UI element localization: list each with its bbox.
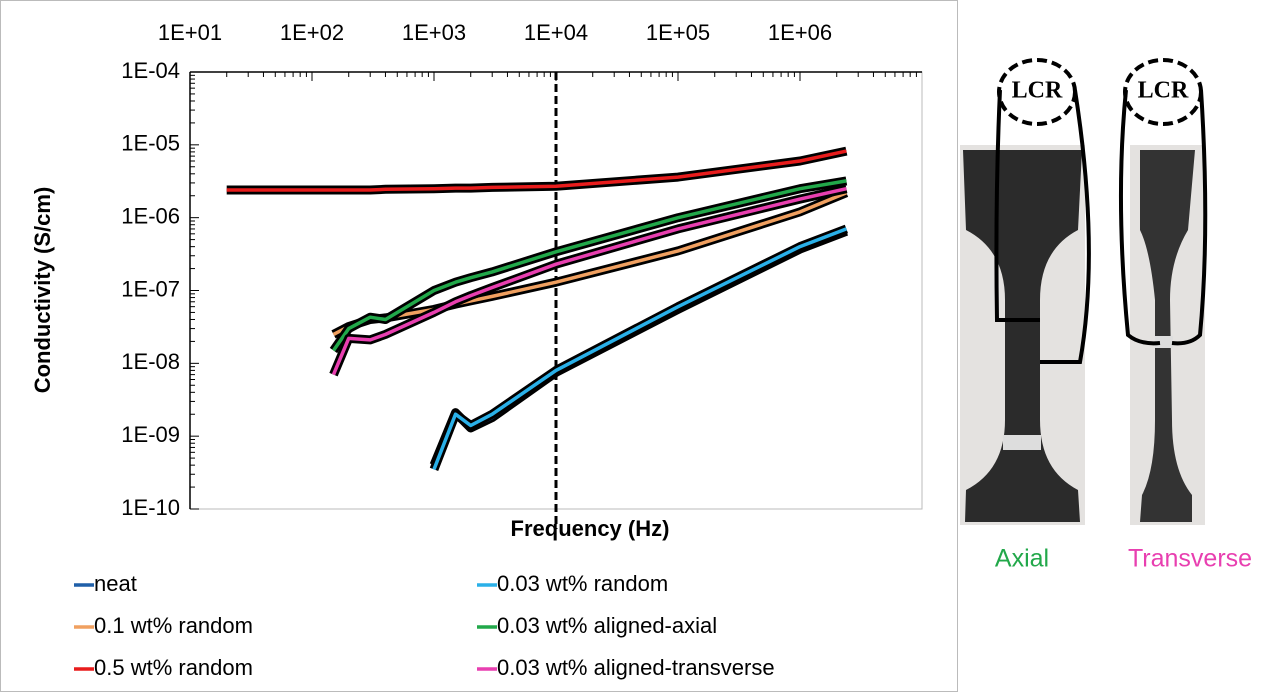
error-band <box>226 146 848 195</box>
x-tick-label: 1E+02 <box>280 20 344 45</box>
legend-label: 0.1 wt% random <box>94 613 253 638</box>
legend-label: 0.03 wt% aligned-transverse <box>497 655 775 680</box>
legend-label: 0.5 wt% random <box>94 655 253 680</box>
series-line <box>432 227 848 471</box>
x-tick-label: 1E+03 <box>402 20 466 45</box>
caption: Axial <box>995 545 1049 573</box>
wire <box>1118 89 1208 346</box>
y-axis-title: Conductivity (S/cm) <box>30 187 55 394</box>
y-tick-label: 1E-04 <box>121 58 180 83</box>
series-line <box>332 179 847 352</box>
chart-frame <box>0 0 958 692</box>
legend-label: 0.03 wt% aligned-axial <box>497 613 717 638</box>
y-tick-label: 1E-09 <box>121 422 180 447</box>
series-line <box>331 186 847 376</box>
tape <box>1003 435 1041 450</box>
caption: Transverse <box>1128 545 1252 573</box>
series-line <box>226 149 847 192</box>
legend-label: 0.03 wt% random <box>497 571 668 596</box>
x-tick-label: 1E+04 <box>524 20 588 45</box>
x-axis-title: Frequency (Hz) <box>511 516 670 541</box>
error-band <box>329 184 848 377</box>
y-tick-label: 1E-08 <box>121 349 180 374</box>
wire <box>994 89 1091 364</box>
legend-label: neat <box>94 571 137 596</box>
y-tick-label: 1E-06 <box>121 203 180 228</box>
y-tick-label: 1E-07 <box>121 276 180 301</box>
x-tick-label: 1E+01 <box>158 20 222 45</box>
meter-label: LCR <box>1012 78 1063 104</box>
photo: LCR LCR Axial Transverse <box>960 58 1252 573</box>
y-tick-label: 1E-05 <box>121 131 180 156</box>
x-tick-label: 1E+06 <box>768 20 832 45</box>
y-tick-label: 1E-10 <box>121 495 180 520</box>
specimen-axial <box>963 150 1082 522</box>
x-tick-label: 1E+05 <box>646 20 710 45</box>
meter-label: LCR <box>1138 78 1189 104</box>
